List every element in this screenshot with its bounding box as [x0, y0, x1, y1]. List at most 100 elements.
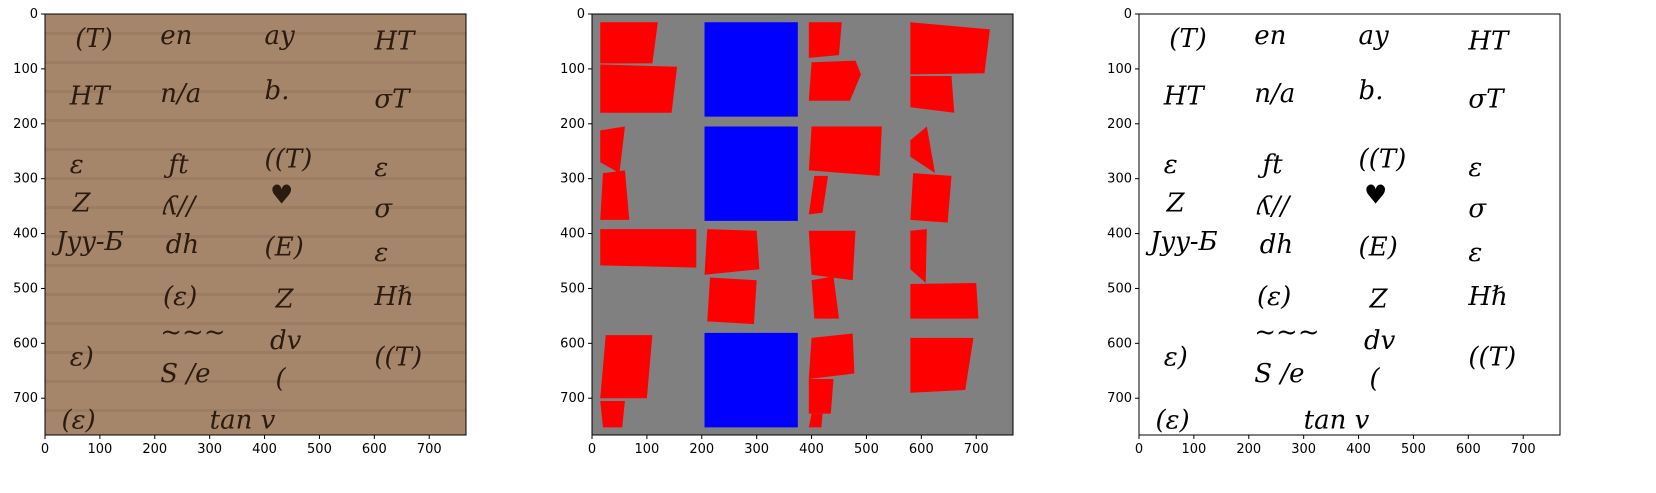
x-tick-label: 100 — [87, 442, 112, 457]
x-tick-label: 100 — [634, 442, 659, 457]
parchment-stain — [45, 322, 466, 325]
handwriting-glyph: Hℏ — [373, 282, 413, 312]
handwriting-glyph: n/a — [1254, 79, 1295, 109]
red-region — [910, 76, 955, 113]
handwriting-glyph: ♥ — [1364, 180, 1387, 210]
blue-region — [704, 126, 798, 221]
red-region — [910, 229, 927, 283]
x-tick-label: 400 — [1346, 442, 1371, 457]
red-region — [707, 277, 757, 325]
parchment-stain — [45, 235, 466, 238]
handwriting-glyph: Jyy-Ƃ — [51, 227, 124, 257]
handwriting-glyph: ((T) — [374, 342, 422, 372]
axes-frame — [591, 13, 1014, 436]
y-tick-label: 300 — [1107, 172, 1132, 187]
handwriting-glyph: ε — [70, 150, 84, 180]
handwriting-glyph: b. — [1359, 76, 1384, 106]
handwriting-glyph: dh — [1260, 230, 1293, 260]
red-region — [808, 175, 829, 215]
handwriting-glyph: b. — [265, 76, 290, 106]
handwriting-glyph: ((T) — [1468, 342, 1516, 372]
handwriting-glyph: Z — [1165, 189, 1185, 219]
x-tick-label: 200 — [1236, 442, 1261, 457]
handwriting-glyph: Z — [1369, 285, 1389, 315]
handwriting-glyph: ( — [276, 364, 287, 394]
x-tick-label: 700 — [1511, 442, 1536, 457]
handwriting-glyph: Jyy-Ƃ — [1145, 227, 1218, 257]
handwriting-glyph: ʎ// — [1256, 191, 1291, 221]
handwriting-glyph: ε) — [1164, 342, 1188, 372]
x-tick-label: 500 — [307, 442, 332, 457]
handwriting-glyph: n/a — [160, 79, 201, 109]
parchment-stain — [45, 32, 466, 35]
handwriting-glyph: ((T) — [265, 145, 313, 175]
parchment-stain — [45, 264, 466, 267]
red-region — [808, 333, 855, 380]
x-tick-label: 200 — [689, 442, 714, 457]
handwriting-glyph: (T) — [1169, 24, 1207, 54]
y-tick-label: 300 — [13, 172, 38, 187]
y-tick-label: 400 — [13, 227, 38, 242]
parchment-stain — [45, 293, 466, 296]
handwriting-glyph: HT — [373, 27, 416, 57]
image-background — [1139, 14, 1560, 435]
handwriting-glyph: en — [160, 21, 192, 51]
handwriting-glyph: ((T) — [1359, 145, 1407, 175]
y-tick-label: 100 — [1107, 62, 1132, 77]
red-region — [600, 64, 678, 113]
red-region — [808, 60, 861, 101]
y-tick-label: 100 — [560, 62, 585, 77]
parchment-stain — [45, 119, 466, 122]
y-tick-label: 700 — [560, 391, 585, 406]
parchment-stain — [45, 90, 466, 93]
handwriting-glyph: (ε) — [61, 405, 95, 435]
handwriting-glyph: ε — [374, 153, 388, 183]
parchment-stain — [45, 409, 466, 412]
x-tick-label: 400 — [799, 442, 824, 457]
handwriting-glyph: tan v — [210, 405, 276, 435]
x-tick-label: 700 — [417, 442, 442, 457]
handwriting-glyph: (ε) — [1257, 282, 1291, 312]
x-tick-label: 0 — [41, 442, 49, 457]
red-region — [704, 229, 760, 275]
y-tick-label: 200 — [1107, 117, 1132, 132]
y-tick-label: 600 — [13, 336, 38, 351]
handwriting-glyph: σ — [1468, 194, 1487, 224]
handwriting-glyph: (ε) — [1155, 405, 1189, 435]
handwriting-glyph: ε — [374, 238, 388, 268]
red-region — [600, 126, 625, 174]
x-tick-label: 500 — [1401, 442, 1426, 457]
x-tick-label: 300 — [197, 442, 222, 457]
handwriting-glyph: ( — [1370, 364, 1381, 394]
handwriting-glyph: HT — [69, 82, 112, 112]
handwriting-glyph: HT — [1163, 82, 1206, 112]
x-tick-label: 600 — [1456, 442, 1481, 457]
y-tick-label: 600 — [560, 336, 585, 351]
y-tick-label: 0 — [1124, 7, 1132, 22]
red-region — [808, 413, 823, 428]
red-region — [808, 126, 882, 176]
handwriting-glyph: en — [1254, 21, 1286, 51]
handwriting-glyph: dh — [166, 230, 199, 260]
x-tick-label: 600 — [909, 442, 934, 457]
handwriting-glyph: σT — [1468, 84, 1505, 114]
handwriting-glyph: S /e — [1254, 359, 1304, 389]
handwriting-glyph: ʎ// — [162, 191, 197, 221]
red-region — [811, 276, 840, 319]
y-tick-label: 700 — [13, 391, 38, 406]
handwriting-glyph: (Ε) — [265, 233, 304, 263]
blue-region — [704, 332, 798, 428]
y-tick-label: 700 — [1107, 391, 1132, 406]
handwriting-glyph: ƒt — [164, 150, 190, 180]
handwriting-glyph: Hℏ — [1467, 282, 1507, 312]
handwriting-glyph: σ — [374, 194, 393, 224]
panel-region-mask: 0 100 200 300 400 500 600 700 0 100 200 300 400 500 60… — [560, 7, 1014, 457]
parchment-stain — [45, 206, 466, 209]
red-region — [600, 229, 697, 268]
y-tick-label: 0 — [30, 7, 38, 22]
handwriting-glyph: ay — [265, 21, 296, 51]
handwriting-glyph: (T) — [75, 24, 113, 54]
x-tick-label: 100 — [1181, 442, 1206, 457]
